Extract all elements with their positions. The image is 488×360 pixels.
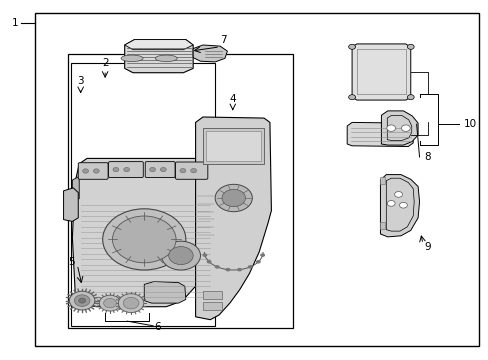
Bar [71,63,215,326]
Circle shape [260,253,264,257]
Bar [380,177,385,184]
Circle shape [222,189,245,207]
Circle shape [247,265,252,269]
Circle shape [82,169,88,173]
Polygon shape [72,158,214,307]
Circle shape [102,209,185,270]
Polygon shape [63,188,78,221]
Circle shape [99,295,121,311]
Circle shape [74,295,90,306]
Text: 2: 2 [102,58,108,68]
FancyBboxPatch shape [108,162,143,177]
Circle shape [386,125,395,131]
Circle shape [407,44,413,49]
Text: 7: 7 [219,35,226,45]
Circle shape [206,260,211,264]
Bar [206,131,260,161]
Polygon shape [351,44,410,100]
Circle shape [93,169,99,173]
Circle shape [386,201,394,206]
Text: 4: 4 [229,94,236,104]
Polygon shape [380,175,419,237]
FancyBboxPatch shape [145,162,175,177]
Polygon shape [193,45,227,62]
Bar [68,54,293,328]
Circle shape [79,298,85,303]
Polygon shape [144,282,185,303]
Circle shape [348,95,355,100]
FancyBboxPatch shape [78,163,108,179]
Circle shape [214,265,219,269]
Text: 9: 9 [424,242,430,252]
Polygon shape [195,192,215,239]
FancyBboxPatch shape [175,162,207,179]
Text: 8: 8 [424,152,430,162]
Circle shape [394,192,402,197]
Circle shape [123,167,129,172]
Polygon shape [346,122,412,147]
Text: 1: 1 [12,18,19,28]
Polygon shape [124,40,193,73]
Circle shape [190,168,196,173]
Bar [203,302,222,310]
Circle shape [161,241,200,270]
Circle shape [112,216,176,263]
Bar [203,128,264,164]
Text: 5: 5 [67,257,74,267]
Circle shape [118,294,143,312]
Circle shape [160,167,166,172]
Circle shape [401,125,409,131]
Text: 3: 3 [77,76,84,86]
Circle shape [399,202,407,208]
Circle shape [215,184,252,212]
Text: 10: 10 [463,119,476,129]
Circle shape [348,44,355,49]
Text: 6: 6 [154,322,161,332]
Circle shape [168,247,193,265]
Circle shape [255,260,260,264]
Bar [356,49,405,94]
Circle shape [202,253,207,257]
Bar [380,222,385,229]
Circle shape [113,167,119,172]
Polygon shape [381,111,417,145]
Polygon shape [124,40,193,50]
Polygon shape [72,176,79,200]
Circle shape [103,298,116,308]
Ellipse shape [121,55,143,62]
Polygon shape [195,117,271,320]
Circle shape [180,168,185,173]
Circle shape [69,291,95,310]
Bar [203,291,222,299]
Circle shape [149,167,155,172]
Circle shape [407,95,413,100]
Ellipse shape [155,55,177,62]
Circle shape [123,297,139,309]
Circle shape [225,268,230,271]
Circle shape [237,268,242,271]
